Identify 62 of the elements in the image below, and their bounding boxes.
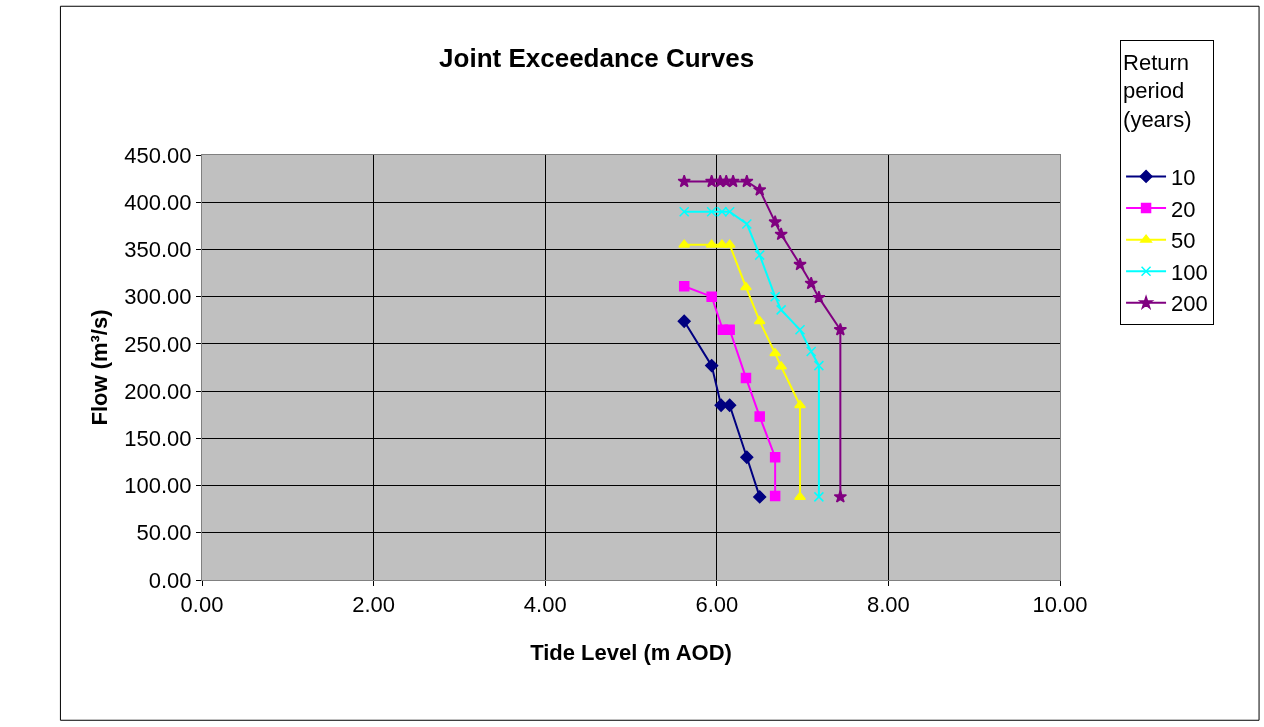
- point: [754, 249, 765, 261]
- point: [774, 227, 788, 241]
- point: [705, 359, 719, 373]
- point: [812, 290, 826, 304]
- point: [769, 291, 781, 302]
- y-tick-label: 400.00: [124, 189, 192, 215]
- point: [740, 281, 752, 291]
- legend-label: 10: [1171, 165, 1196, 191]
- point: [813, 491, 825, 503]
- y-axis-title: Flow (m³/s): [87, 309, 113, 426]
- point: [794, 400, 806, 409]
- point: [813, 360, 825, 371]
- point: [678, 206, 690, 217]
- point: [741, 218, 753, 230]
- point: [740, 174, 754, 188]
- point: [794, 324, 806, 335]
- legend-label: 100: [1171, 259, 1208, 285]
- point: [754, 411, 765, 422]
- point: [805, 346, 817, 357]
- legend-label: 50: [1171, 228, 1196, 254]
- y-tick-label: 450.00: [124, 142, 192, 168]
- y-tick-label: 250.00: [124, 331, 192, 357]
- y-tick-label: 50.00: [136, 520, 192, 546]
- point: [769, 451, 781, 463]
- point: [753, 315, 766, 325]
- point: [714, 398, 728, 412]
- point: [753, 490, 767, 504]
- legend-label: 20: [1171, 196, 1196, 222]
- x-tick-label: 4.00: [523, 592, 567, 618]
- legend-label: 200: [1171, 291, 1208, 317]
- point: [677, 174, 691, 188]
- chart-title: Joint Exceedance Curves: [439, 43, 755, 74]
- point: [833, 322, 848, 336]
- y-tick-label: 100.00: [124, 473, 192, 499]
- point: [768, 215, 782, 228]
- point: [678, 281, 690, 292]
- x-tick-label: 6.00: [695, 592, 739, 618]
- point: [804, 276, 818, 290]
- x-tick-label: 0.00: [180, 592, 224, 618]
- x-tick-label: 10.00: [1032, 592, 1088, 618]
- y-tick-label: 150.00: [124, 426, 192, 452]
- point: [794, 491, 806, 500]
- y-tick-label: 300.00: [124, 284, 192, 310]
- x-tick-label: 2.00: [352, 592, 396, 618]
- point: [775, 304, 787, 316]
- point: [793, 257, 807, 271]
- x-axis-title: Tide Level (m AOD): [530, 640, 732, 666]
- point: [833, 489, 848, 503]
- point: [706, 291, 717, 302]
- legend-title: Return period (years): [1123, 49, 1192, 133]
- point: [769, 490, 781, 502]
- y-tick-label: 350.00: [124, 237, 192, 263]
- point: [723, 398, 737, 412]
- point: [726, 174, 740, 188]
- point: [677, 314, 691, 328]
- point: [740, 450, 754, 464]
- x-tick-label: 8.00: [866, 592, 910, 618]
- point: [752, 182, 767, 196]
- point: [724, 324, 735, 335]
- y-tick-label: 200.00: [124, 378, 192, 404]
- y-tick-label: 0.00: [148, 567, 192, 593]
- point: [740, 372, 752, 384]
